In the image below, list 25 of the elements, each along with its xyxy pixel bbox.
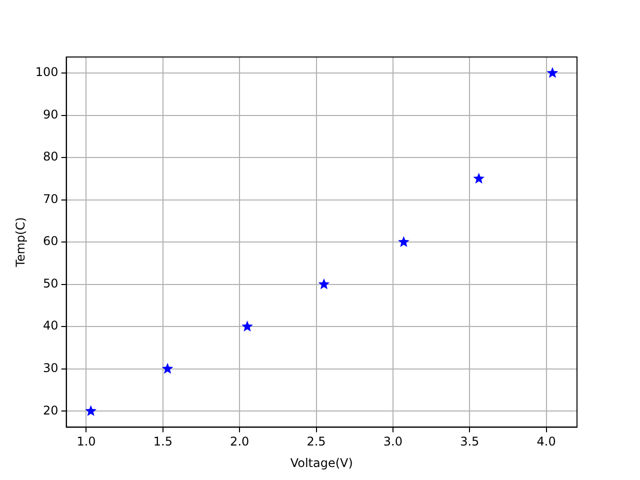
point xyxy=(162,362,174,374)
y-tick-label: 100 xyxy=(35,65,58,80)
y-tick-label: 30 xyxy=(43,361,58,376)
x-tick-label: 2.5 xyxy=(306,434,326,449)
x-tick-label: 4.0 xyxy=(536,434,556,449)
y-axis-title: Temp(C) xyxy=(13,217,28,268)
y-tick-label: 70 xyxy=(43,192,58,206)
y-tick-label: 90 xyxy=(43,107,58,122)
point xyxy=(546,67,558,78)
y-tick-label: 60 xyxy=(43,234,58,248)
point xyxy=(318,278,330,290)
y-tick-label: 20 xyxy=(43,403,58,418)
x-axis-title: Voltage(V) xyxy=(290,456,353,470)
y-tick-label: 80 xyxy=(43,150,58,164)
point xyxy=(242,320,253,332)
x-tick-label: 1.0 xyxy=(76,434,96,449)
x-tick-label: 2.0 xyxy=(230,434,250,449)
x-tick-label: 1.5 xyxy=(153,434,172,449)
y-tick-label: 50 xyxy=(43,276,58,290)
x-tick-label: 3.0 xyxy=(383,434,403,449)
x-tick-label: 3.5 xyxy=(460,434,480,449)
y-tick-label: 40 xyxy=(43,318,58,333)
point xyxy=(398,236,410,247)
point xyxy=(473,172,485,184)
point xyxy=(85,405,97,416)
